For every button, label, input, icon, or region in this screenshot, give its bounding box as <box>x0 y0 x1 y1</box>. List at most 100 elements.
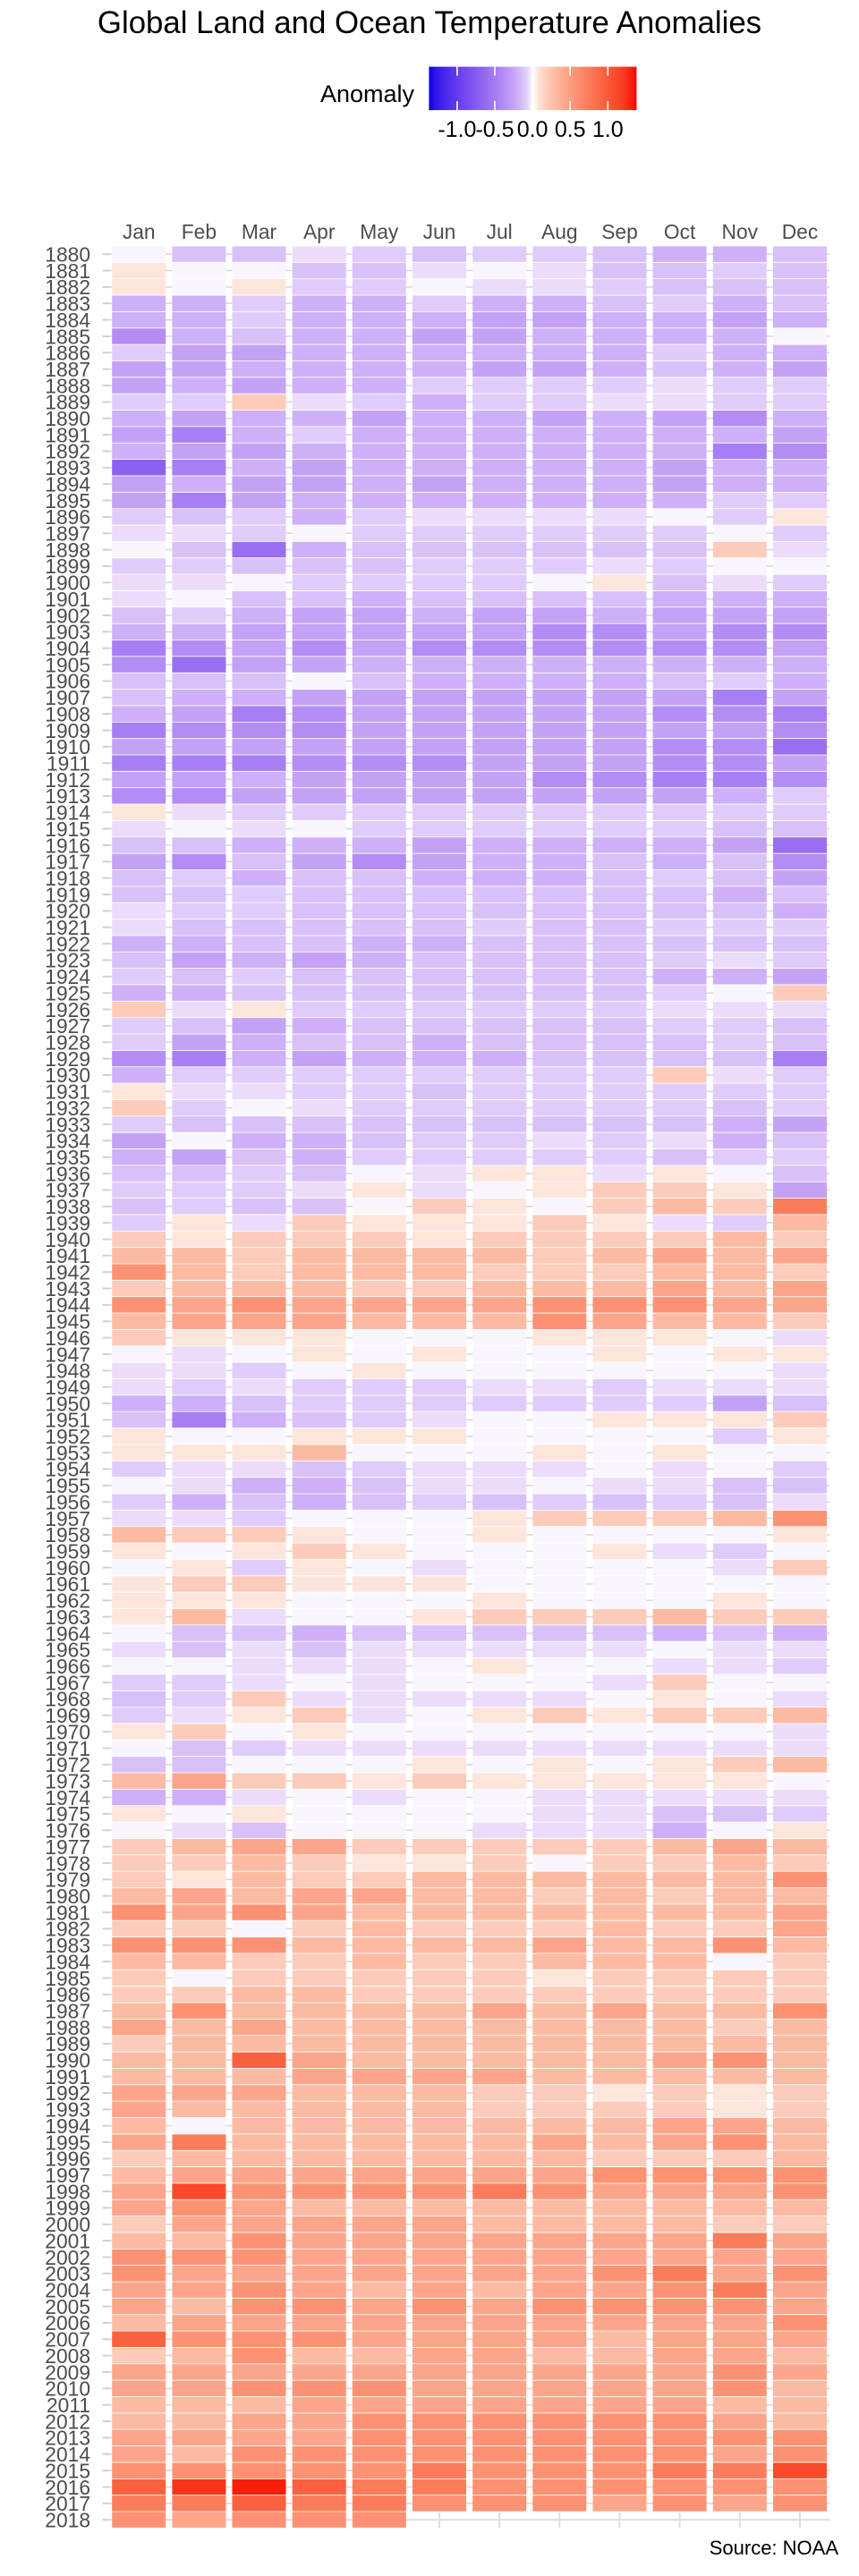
svg-text:2012: 2012 <box>45 2410 90 2433</box>
svg-text:1962: 1962 <box>45 1589 90 1613</box>
svg-text:1974: 1974 <box>45 1786 90 1809</box>
svg-text:2000: 2000 <box>45 2213 90 2236</box>
svg-text:1960: 1960 <box>45 1556 90 1580</box>
svg-text:Anomaly: Anomaly <box>320 80 415 107</box>
svg-text:Feb: Feb <box>182 220 217 243</box>
svg-text:1917: 1917 <box>45 851 90 874</box>
svg-text:1886: 1886 <box>45 342 90 365</box>
svg-text:1912: 1912 <box>45 768 90 792</box>
svg-text:2015: 2015 <box>45 2459 90 2482</box>
svg-text:1928: 1928 <box>45 1031 90 1055</box>
svg-text:1880: 1880 <box>45 243 90 267</box>
svg-text:1952: 1952 <box>45 1425 90 1448</box>
svg-text:1897: 1897 <box>45 522 90 546</box>
svg-text:1930: 1930 <box>45 1063 90 1087</box>
svg-text:1939: 1939 <box>45 1211 90 1234</box>
svg-text:1926: 1926 <box>45 998 90 1021</box>
svg-text:1988: 1988 <box>45 2016 90 2039</box>
svg-text:1941: 1941 <box>45 1244 90 1267</box>
svg-text:1891: 1891 <box>45 423 90 446</box>
svg-text:1922: 1922 <box>45 932 90 955</box>
svg-text:2018: 2018 <box>45 2509 90 2532</box>
svg-text:1929: 1929 <box>45 1047 90 1071</box>
svg-text:Nov: Nov <box>722 220 759 243</box>
svg-text:1995: 1995 <box>45 2131 90 2154</box>
svg-text:1971: 1971 <box>45 1737 90 1760</box>
svg-text:Jun: Jun <box>423 220 456 243</box>
svg-text:1936: 1936 <box>45 1162 90 1185</box>
svg-text:1903: 1903 <box>45 621 90 644</box>
svg-text:1987: 1987 <box>45 2000 90 2023</box>
svg-text:1993: 1993 <box>45 2098 90 2122</box>
svg-text:Mar: Mar <box>242 220 277 243</box>
svg-text:Oct: Oct <box>664 220 696 243</box>
svg-text:1913: 1913 <box>45 784 90 808</box>
svg-text:1976: 1976 <box>45 1819 90 1843</box>
svg-text:1925: 1925 <box>45 982 90 1005</box>
svg-text:1982: 1982 <box>45 1918 90 1941</box>
svg-text:1916: 1916 <box>45 834 90 857</box>
svg-text:1992: 1992 <box>45 2081 90 2105</box>
svg-text:1998: 1998 <box>45 2180 90 2203</box>
svg-text:1908: 1908 <box>45 702 90 725</box>
svg-text:1984: 1984 <box>45 1950 90 1973</box>
svg-text:1906: 1906 <box>45 670 90 693</box>
svg-text:1902: 1902 <box>45 604 90 627</box>
svg-text:1981: 1981 <box>45 1901 90 1924</box>
svg-text:1883: 1883 <box>45 292 90 316</box>
svg-text:1990: 1990 <box>45 2049 90 2072</box>
svg-text:1954: 1954 <box>45 1458 90 1481</box>
svg-text:-0.5: -0.5 <box>475 117 514 142</box>
svg-text:1958: 1958 <box>45 1523 90 1546</box>
svg-text:1.0: 1.0 <box>592 117 624 142</box>
svg-text:May: May <box>360 220 399 243</box>
svg-text:2013: 2013 <box>45 2427 90 2450</box>
svg-text:Apr: Apr <box>303 220 336 243</box>
svg-text:1950: 1950 <box>45 1392 90 1415</box>
svg-text:1963: 1963 <box>45 1606 90 1629</box>
svg-text:Jul: Jul <box>487 220 513 243</box>
svg-text:1951: 1951 <box>45 1409 90 1432</box>
svg-text:1964: 1964 <box>45 1622 90 1645</box>
svg-text:1985: 1985 <box>45 1967 90 1990</box>
svg-text:1970: 1970 <box>45 1720 90 1743</box>
svg-text:1959: 1959 <box>45 1540 90 1563</box>
svg-text:1895: 1895 <box>45 489 90 513</box>
svg-text:2016: 2016 <box>45 2476 90 2499</box>
svg-text:0.0: 0.0 <box>517 117 549 142</box>
svg-text:1965: 1965 <box>45 1639 90 1662</box>
svg-text:1997: 1997 <box>45 2164 90 2187</box>
svg-text:1949: 1949 <box>45 1376 90 1399</box>
svg-text:1893: 1893 <box>45 456 90 479</box>
svg-text:2017: 2017 <box>45 2492 90 2515</box>
svg-text:2009: 2009 <box>45 2360 90 2384</box>
svg-text:1892: 1892 <box>45 440 90 463</box>
svg-text:2014: 2014 <box>45 2443 90 2466</box>
svg-text:1938: 1938 <box>45 1195 90 1218</box>
svg-text:1986: 1986 <box>45 1983 90 2006</box>
svg-text:1957: 1957 <box>45 1507 90 1530</box>
svg-text:1996: 1996 <box>45 2148 90 2171</box>
svg-text:1911: 1911 <box>47 752 90 775</box>
svg-text:1884: 1884 <box>45 309 90 332</box>
svg-text:2008: 2008 <box>45 2344 90 2368</box>
svg-text:1896: 1896 <box>45 505 90 529</box>
svg-text:1989: 1989 <box>45 2032 90 2055</box>
svg-text:Jan: Jan <box>123 220 156 243</box>
svg-text:1948: 1948 <box>45 1360 90 1383</box>
svg-text:1946: 1946 <box>45 1326 90 1350</box>
svg-text:1909: 1909 <box>45 719 90 742</box>
svg-text:1907: 1907 <box>45 686 90 709</box>
svg-text:1940: 1940 <box>45 1228 90 1251</box>
svg-text:1885: 1885 <box>45 325 90 348</box>
svg-text:2002: 2002 <box>45 2246 90 2269</box>
svg-text:1983: 1983 <box>45 1934 90 1957</box>
svg-text:2007: 2007 <box>45 2328 90 2351</box>
svg-text:2004: 2004 <box>45 2279 90 2302</box>
svg-text:1966: 1966 <box>45 1655 90 1678</box>
svg-text:2005: 2005 <box>45 2295 90 2318</box>
svg-text:1956: 1956 <box>45 1491 90 1514</box>
svg-text:Global Land and Ocean Temperat: Global Land and Ocean Temperature Anomal… <box>98 5 761 40</box>
svg-text:1887: 1887 <box>45 358 90 381</box>
svg-text:1961: 1961 <box>45 1572 90 1596</box>
